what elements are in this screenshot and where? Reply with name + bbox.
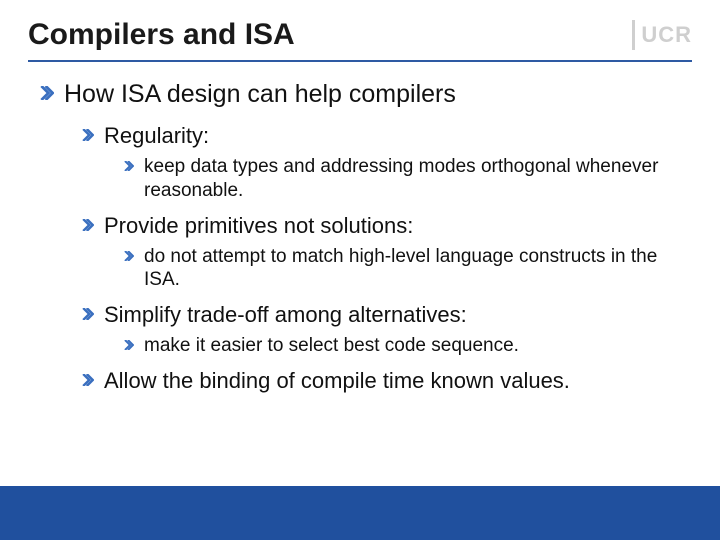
l2-text: Regularity: [104,123,209,149]
bullet-l3: make it easier to select best code seque… [124,334,680,358]
logo-text: UCR [641,22,692,48]
chevron-icon [82,374,94,386]
footer-band [0,486,720,540]
bullet-l2: Simplify trade-off among alternatives: [82,302,680,328]
bullet-l3: do not attempt to match high-level langu… [124,245,680,293]
l2-text: Provide primitives not solutions: [104,213,413,239]
chevron-icon [124,340,134,350]
bullet-l2: Provide primitives not solutions: [82,213,680,239]
ucr-logo: UCR [632,20,692,50]
slide-title: Compilers and ISA [28,18,295,52]
l3-text: keep data types and addressing modes ort… [144,155,680,203]
title-row: Compilers and ISA UCR [0,0,720,52]
chevron-icon [124,161,134,171]
l3-text: do not attempt to match high-level langu… [144,245,680,293]
chevron-icon [40,86,54,100]
bullet-l3: keep data types and addressing modes ort… [124,155,680,203]
chevron-icon [82,219,94,231]
bullet-l2: Allow the binding of compile time known … [82,368,680,394]
l3-text: make it easier to select best code seque… [144,334,519,358]
logo-divider [632,20,635,50]
slide: Compilers and ISA UCR How ISA design can… [0,0,720,540]
l2-text: Allow the binding of compile time known … [104,368,570,394]
content-area: How ISA design can help compilers Regula… [0,62,720,394]
chevron-icon [82,308,94,320]
bullet-l2: Regularity: [82,123,680,149]
bullet-l1: How ISA design can help compilers [40,80,680,109]
chevron-icon [124,251,134,261]
l2-text: Simplify trade-off among alternatives: [104,302,467,328]
l1-text: How ISA design can help compilers [64,80,456,109]
chevron-icon [82,129,94,141]
